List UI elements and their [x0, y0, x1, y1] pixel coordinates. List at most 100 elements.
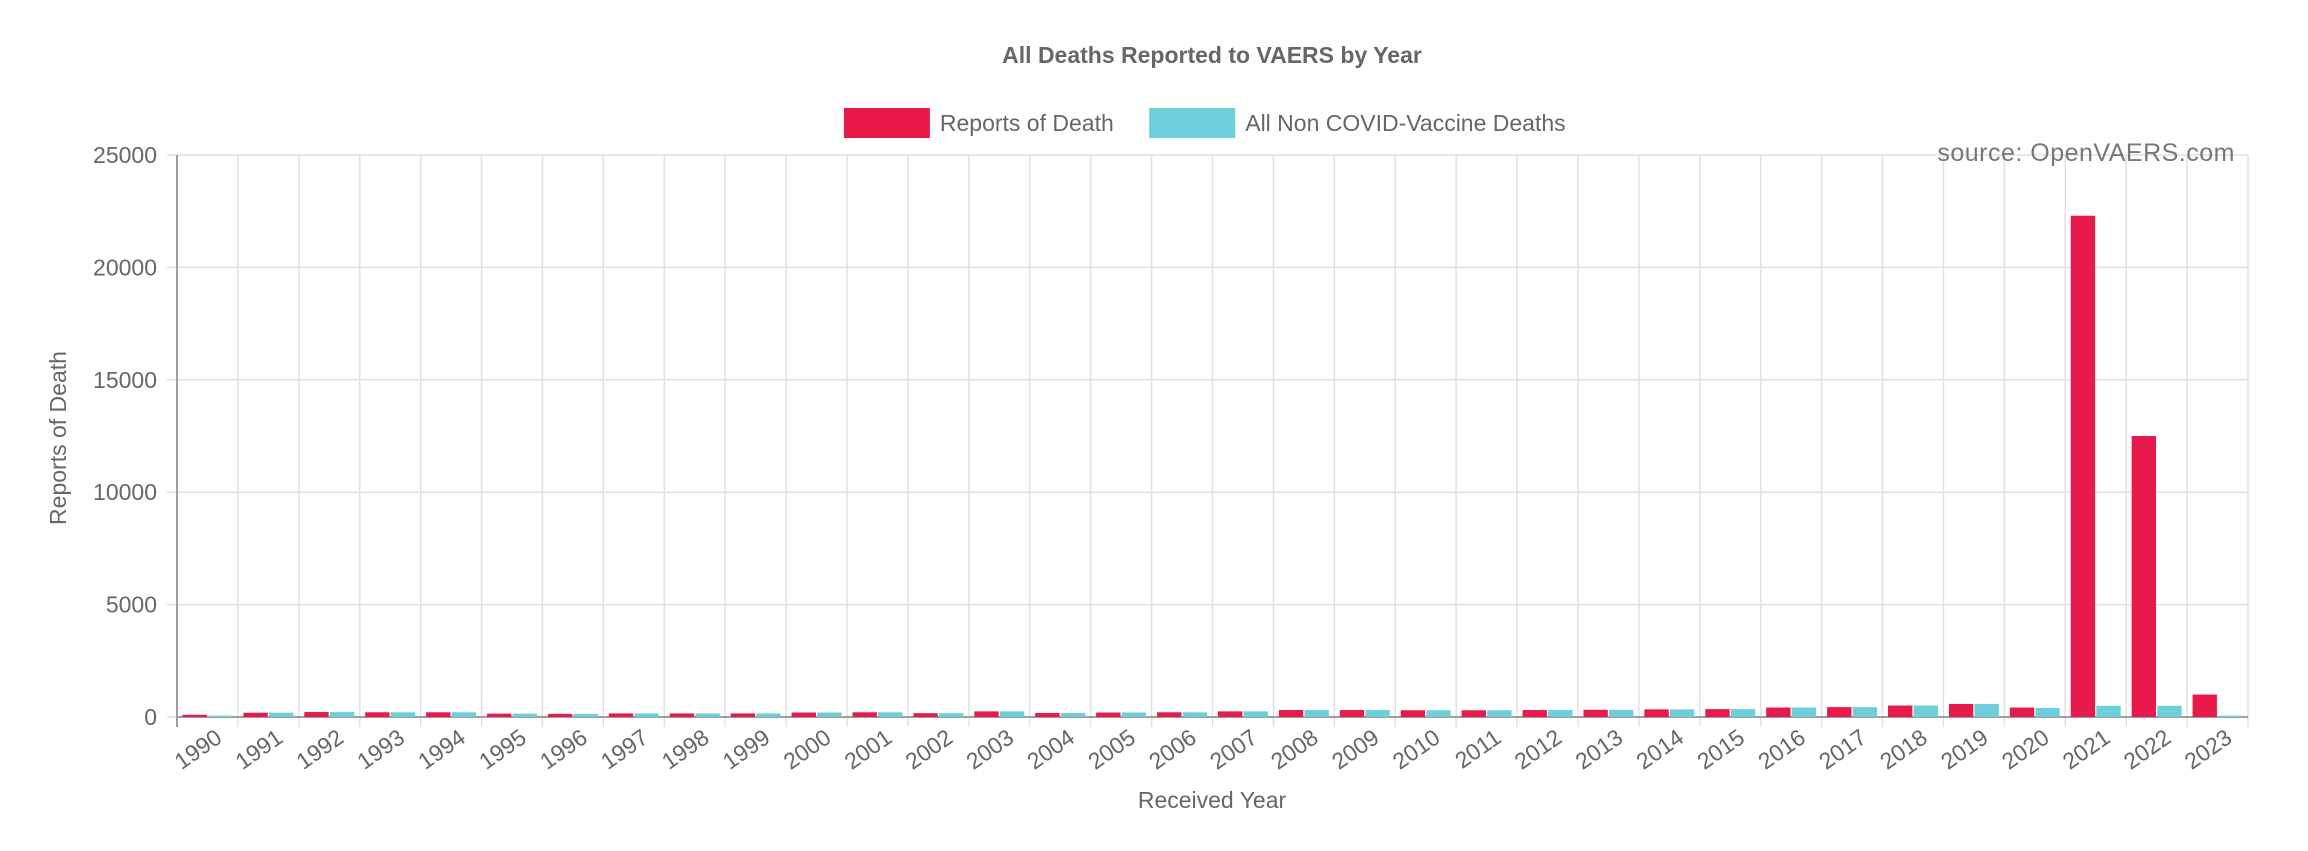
bar-reports-of-death-2020 [2009, 707, 2035, 717]
x-tick-label: 2017 [1814, 724, 1871, 775]
bar-non-covid-vaccine-deaths-2001 [878, 712, 903, 717]
bar-reports-of-death-1998 [669, 713, 695, 717]
x-tick-label: 2019 [1936, 724, 1993, 775]
bar-reports-of-death-2023 [2192, 694, 2217, 717]
bar-reports-of-death-1996 [547, 713, 573, 717]
bar-reports-of-death-1999 [730, 713, 756, 717]
bar-reports-of-death-2012 [1522, 710, 1547, 717]
bar-reports-of-death-2022 [2131, 436, 2157, 717]
bar-reports-of-death-2015 [1705, 709, 1730, 717]
x-tick-label: 1999 [718, 724, 775, 775]
x-tick-label: 2023 [2180, 724, 2237, 775]
watermark-text: source: OpenVAERS.com [1937, 139, 2235, 167]
x-tick-label: 2009 [1327, 724, 1384, 775]
bar-non-covid-vaccine-deaths-2012 [1548, 710, 1573, 717]
y-axis-label: Reports of Death [45, 351, 71, 525]
bar-reports-of-death-2011 [1461, 710, 1486, 717]
x-tick-label: 1998 [657, 724, 714, 775]
x-tick-label: 2008 [1266, 724, 1323, 775]
x-tick-label: 2006 [1144, 724, 1201, 775]
legend-label: All Non COVID-Vaccine Deaths [1245, 110, 1565, 136]
x-tick-label: 2012 [1510, 724, 1567, 775]
x-tick-label: 2015 [1692, 724, 1749, 775]
x-tick-label: 1995 [474, 724, 531, 775]
bar-non-covid-vaccine-deaths-2011 [1487, 710, 1512, 717]
y-axis-ticks: 0 5000 10000 15000 20000 25000 [93, 142, 157, 730]
legend-swatch [1149, 108, 1236, 138]
bar-non-covid-vaccine-deaths-1995 [512, 713, 537, 717]
bar-non-covid-vaccine-deaths-2014 [1669, 709, 1695, 717]
x-tick-label: 2004 [1022, 724, 1079, 775]
bar-reports-of-death-2009 [1339, 710, 1365, 717]
x-tick-label: 2010 [1388, 724, 1445, 775]
x-tick-label: 2003 [961, 724, 1018, 775]
bar-non-covid-vaccine-deaths-2023 [2218, 715, 2243, 717]
x-tick-label: 1993 [352, 724, 409, 775]
bar-non-covid-vaccine-deaths-2018 [1913, 705, 1938, 717]
chart-title: All Deaths Reported to VAERS by Year [1002, 42, 1422, 68]
x-tick-label: 1997 [596, 724, 653, 775]
x-tick-label: 2021 [2058, 724, 2115, 775]
bar-non-covid-vaccine-deaths-1991 [268, 712, 294, 717]
bar-non-covid-vaccine-deaths-2022 [2157, 705, 2182, 717]
bar-non-covid-vaccine-deaths-1999 [756, 713, 781, 717]
x-axis-ticks: 1990 1991 1992 1993 1994 1995 1996 1997 1998 1999… [169, 724, 2236, 775]
x-tick-label: 1990 [169, 724, 226, 775]
bar-reports-of-death-2008 [1278, 710, 1304, 717]
bar-reports-of-death-2013 [1583, 709, 1608, 717]
bar-non-covid-vaccine-deaths-1993 [390, 712, 416, 717]
bar-non-covid-vaccine-deaths-2007 [1243, 711, 1268, 717]
bar-non-covid-vaccine-deaths-2016 [1791, 707, 1817, 717]
bar-reports-of-death-2003 [974, 711, 999, 717]
x-tick-label: 1994 [413, 724, 470, 775]
bar-non-covid-vaccine-deaths-2002 [939, 713, 964, 717]
x-tick-label: 2016 [1753, 724, 1810, 775]
bar-non-covid-vaccine-deaths-2005 [1121, 712, 1147, 717]
y-tick-label: 20000 [93, 254, 157, 280]
bars [182, 215, 2243, 718]
y-tick-label: 15000 [93, 367, 157, 393]
bar-non-covid-vaccine-deaths-1992 [329, 712, 355, 717]
bar-non-covid-vaccine-deaths-1994 [451, 712, 477, 717]
y-tick-label: 5000 [106, 592, 157, 618]
bar-reports-of-death-1990 [182, 714, 207, 717]
x-tick-label: 2002 [900, 724, 957, 775]
legend-item-non-covid-vaccine-deaths[interactable]: All Non COVID-Vaccine Deaths [1149, 108, 1566, 138]
x-tick-label: 2013 [1570, 724, 1627, 775]
bar-non-covid-vaccine-deaths-1990 [208, 715, 233, 717]
bar-reports-of-death-2000 [791, 712, 816, 717]
bar-non-covid-vaccine-deaths-2021 [2096, 705, 2121, 717]
bar-reports-of-death-2004 [1035, 712, 1060, 717]
legend-item-reports-of-death[interactable]: Reports of Death [843, 108, 1114, 138]
bar-non-covid-vaccine-deaths-1998 [695, 713, 720, 717]
bar-reports-of-death-1995 [487, 713, 512, 717]
bar-reports-of-death-2005 [1096, 712, 1121, 717]
bar-reports-of-death-2014 [1644, 709, 1669, 717]
x-tick-label: 2011 [1450, 724, 1505, 774]
bar-reports-of-death-2007 [1217, 711, 1243, 717]
bar-non-covid-vaccine-deaths-2013 [1609, 709, 1634, 717]
bar-reports-of-death-2001 [852, 712, 877, 717]
legend-label: Reports of Death [940, 110, 1114, 136]
bar-non-covid-vaccine-deaths-2008 [1304, 710, 1329, 717]
bar-non-covid-vaccine-deaths-2000 [817, 712, 842, 717]
bar-non-covid-vaccine-deaths-2010 [1426, 710, 1451, 717]
bar-non-covid-vaccine-deaths-2020 [2035, 708, 2060, 717]
bar-reports-of-death-1993 [365, 712, 390, 717]
bar-reports-of-death-2010 [1400, 710, 1426, 717]
bar-non-covid-vaccine-deaths-2006 [1182, 712, 1208, 717]
x-tick-label: 2001 [840, 724, 897, 775]
x-tick-label: 2022 [2119, 724, 2176, 775]
bar-reports-of-death-1997 [608, 713, 634, 717]
bar-reports-of-death-1991 [243, 712, 268, 717]
x-tick-label: 2020 [1997, 724, 2054, 775]
x-tick-label: 2005 [1083, 724, 1140, 775]
bar-reports-of-death-2019 [1948, 703, 1974, 717]
x-tick-label: 2007 [1205, 724, 1262, 775]
bar-reports-of-death-2002 [913, 713, 938, 717]
y-tick-label: 10000 [93, 479, 157, 505]
x-tick-label: 1996 [535, 724, 592, 775]
bar-reports-of-death-2018 [1888, 705, 1913, 717]
